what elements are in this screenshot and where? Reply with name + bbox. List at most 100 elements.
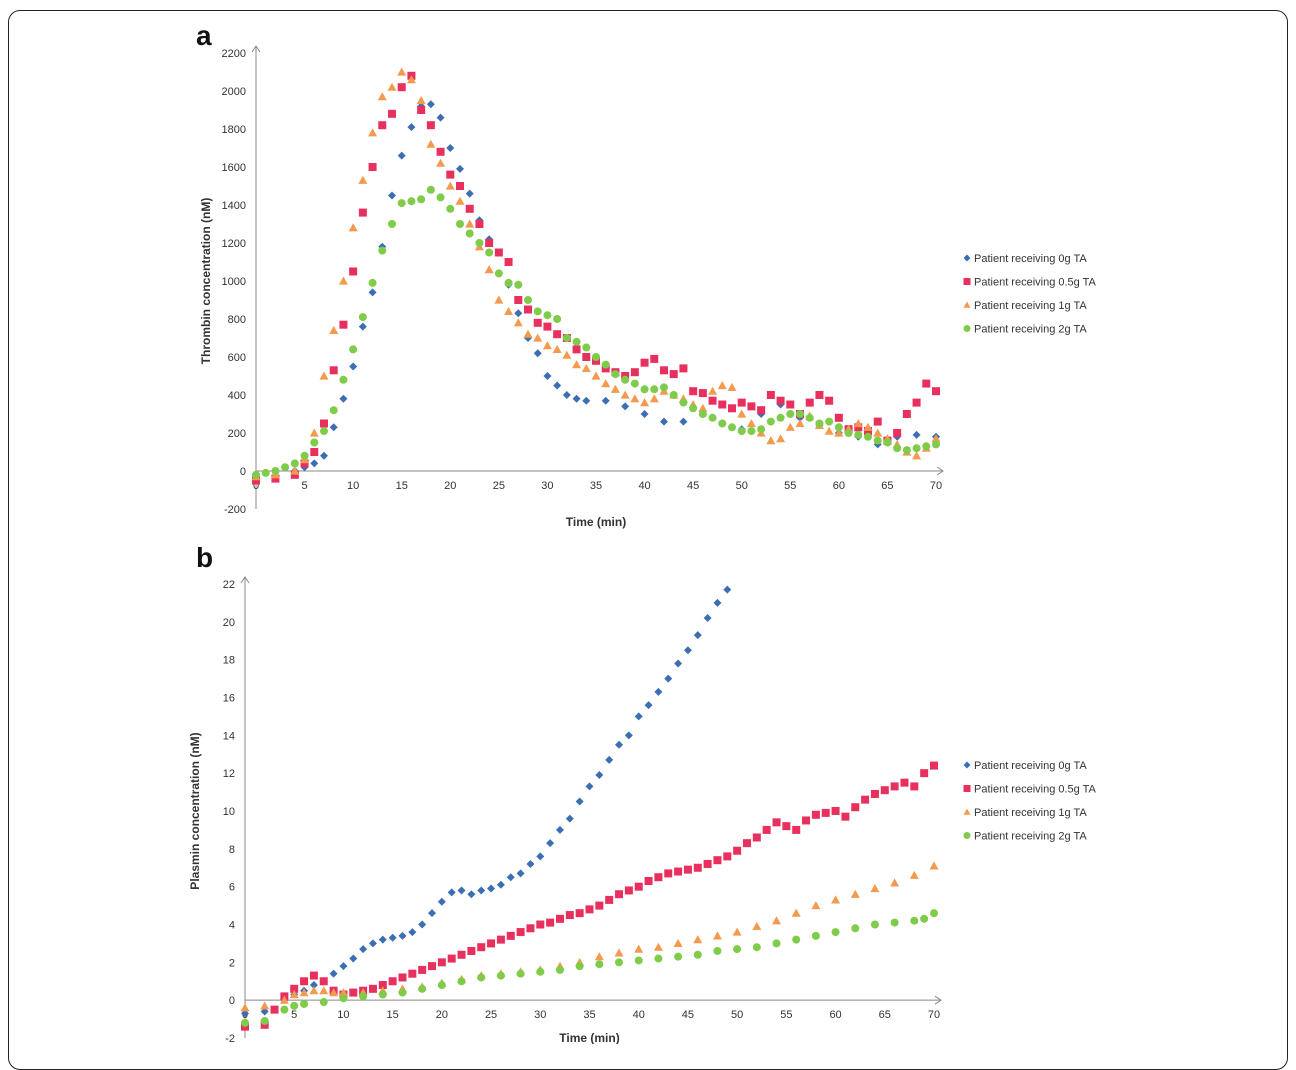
data-point [737, 409, 747, 418]
data-point [536, 920, 545, 929]
data-point [457, 977, 466, 986]
series-triangle [240, 861, 939, 1012]
data-point [870, 789, 879, 798]
data-point [650, 385, 659, 394]
data-point [634, 712, 643, 721]
y-tick-label: 0 [240, 466, 246, 478]
data-point [485, 239, 494, 247]
data-point [634, 944, 644, 953]
chart-thrombin: -200020040060080010001200140016001800200… [199, 45, 1097, 529]
data-point [447, 888, 456, 897]
y-tick-label: 1000 [222, 276, 246, 288]
data-point [698, 389, 707, 398]
data-point [553, 315, 562, 323]
data-point [910, 916, 919, 925]
data-point [791, 908, 801, 917]
data-point [426, 185, 435, 194]
data-point [417, 195, 426, 204]
data-point [698, 410, 707, 418]
data-point [368, 278, 377, 287]
data-point [437, 981, 446, 990]
data-point [388, 109, 396, 118]
data-point [615, 740, 624, 749]
data-point [319, 986, 329, 995]
data-point [890, 918, 899, 927]
data-point [349, 345, 358, 354]
data-point [299, 988, 309, 997]
data-point [679, 398, 688, 407]
data-point [543, 372, 552, 380]
data-point [920, 914, 929, 923]
data-point [825, 396, 834, 405]
data-point [815, 419, 824, 428]
data-point [457, 950, 466, 959]
data-point [536, 852, 545, 861]
data-point [811, 901, 821, 910]
data-point [825, 417, 834, 426]
legend-marker [963, 325, 971, 332]
y-axis-label: Thrombin concentration (nM) [199, 198, 213, 365]
data-point [929, 861, 939, 870]
y-tick-label: 1400 [222, 200, 246, 212]
data-point [252, 476, 260, 485]
data-point [893, 444, 902, 453]
data-point [270, 1005, 279, 1014]
data-point [542, 341, 552, 350]
data-point [445, 181, 455, 190]
data-point [601, 360, 610, 369]
data-point [408, 928, 417, 937]
data-point [241, 1018, 249, 1027]
data-point [611, 370, 620, 379]
legend-marker [963, 278, 971, 285]
data-point [516, 969, 525, 978]
x-tick-label: 65 [879, 1009, 891, 1021]
data-point [455, 196, 465, 205]
data-point [387, 82, 397, 91]
data-point [689, 387, 698, 396]
data-point [359, 992, 368, 1001]
data-point [555, 914, 564, 923]
data-point [398, 931, 407, 940]
data-point [582, 343, 591, 352]
panel-label-a: a [196, 20, 212, 51]
data-point [674, 867, 683, 876]
data-point [546, 839, 555, 848]
data-point [465, 189, 474, 198]
data-point [854, 423, 863, 432]
data-point [693, 631, 702, 640]
data-point [456, 220, 464, 228]
data-point [398, 973, 407, 982]
data-point [582, 353, 591, 361]
data-point [329, 988, 339, 997]
data-point [397, 83, 406, 92]
data-point [660, 417, 668, 426]
data-point [562, 334, 571, 342]
data-point [465, 204, 474, 213]
data-point [630, 394, 640, 403]
data-point [406, 75, 416, 84]
data-point [831, 895, 841, 904]
data-point [319, 998, 328, 1007]
data-point [610, 384, 620, 393]
data-point [757, 406, 766, 415]
data-point [644, 701, 653, 710]
series-circle [252, 185, 940, 479]
legend-marker [963, 785, 971, 792]
data-point [772, 916, 782, 925]
data-point [811, 810, 820, 819]
data-point [708, 386, 718, 395]
data-point [664, 869, 673, 878]
data-point [397, 151, 406, 160]
data-point [416, 96, 426, 105]
data-point [683, 646, 692, 655]
data-point [581, 363, 591, 372]
data-point [349, 267, 358, 276]
data-point [494, 248, 503, 257]
x-tick-label: 5 [291, 1009, 297, 1021]
y-tick-label: 400 [228, 390, 246, 402]
data-point [582, 396, 591, 405]
data-point [494, 295, 504, 304]
data-point [533, 307, 542, 316]
data-point [595, 960, 604, 969]
data-point [640, 410, 649, 418]
